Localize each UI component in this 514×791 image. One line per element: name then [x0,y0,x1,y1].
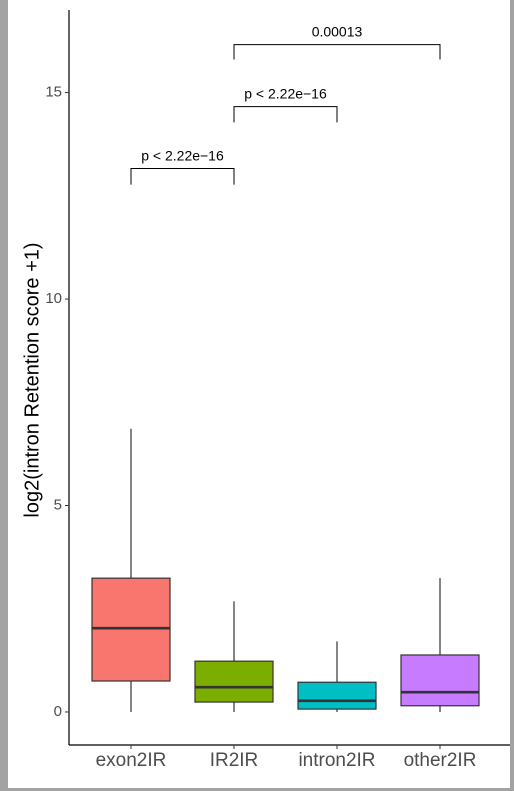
x-tick-label: exon2IR [96,750,167,771]
box [91,577,171,682]
significance-label: p < 2.22e−16 [141,147,224,163]
significance-bracket [130,168,235,185]
y-tick-label: 10 [45,290,62,307]
x-tick-label: intron2IR [298,750,375,771]
y-tick-label: 0 [54,703,62,720]
y-axis-label: log2(intron Retention score +1) [21,242,43,517]
significance-bracket [233,106,338,123]
box [297,681,377,710]
box [194,660,274,703]
y-tick-label: 15 [45,84,62,101]
y-tick-label: 5 [54,496,62,513]
x-tick-label: other2IR [404,750,477,771]
significance-bracket [233,44,441,60]
significance-label: p < 2.22e−16 [244,85,327,101]
x-tick-label: IR2IR [210,750,259,771]
box [400,654,480,707]
significance-label: 0.00013 [312,23,363,39]
